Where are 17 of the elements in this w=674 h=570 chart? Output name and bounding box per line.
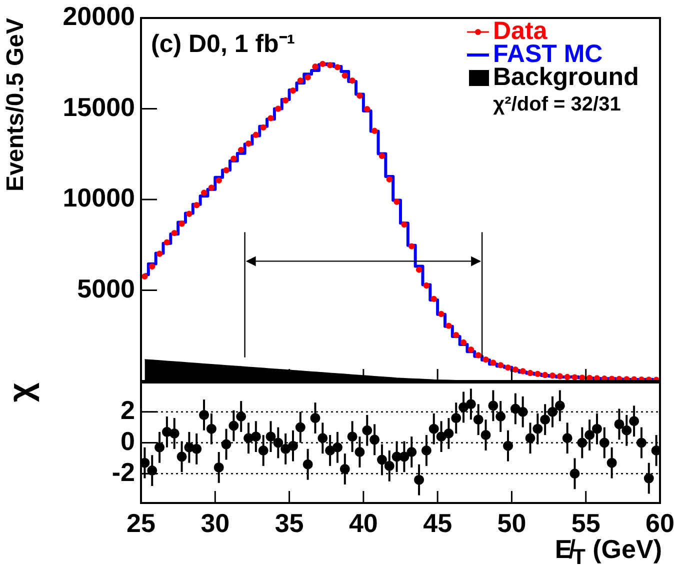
x-tick-label: 50 [497, 508, 526, 538]
x-tick-label: 25 [126, 508, 156, 538]
annotation: χ²/dof = 32/31 [493, 94, 621, 116]
y-axis-title: Events/0.5 GeV [2, 18, 30, 192]
y-tick-label: 0 [120, 426, 135, 456]
y-tick-label: 5000 [77, 273, 135, 304]
x-tick-label: 35 [274, 508, 304, 538]
x-tick-label: 30 [200, 508, 230, 538]
x-tick-label: 40 [348, 508, 378, 538]
y-axis-title: χ [2, 382, 40, 402]
y-tick-label: 2 [120, 395, 135, 426]
x-tick-label: 45 [423, 508, 452, 538]
y-tick-label: 20000 [62, 1, 135, 32]
y-tick-label: 15000 [62, 92, 135, 122]
annotation: (c) D0, 1 fb⁻¹ [151, 30, 296, 58]
y-tick-label: 10000 [62, 182, 135, 213]
y-tick-label: -2 [112, 456, 135, 487]
